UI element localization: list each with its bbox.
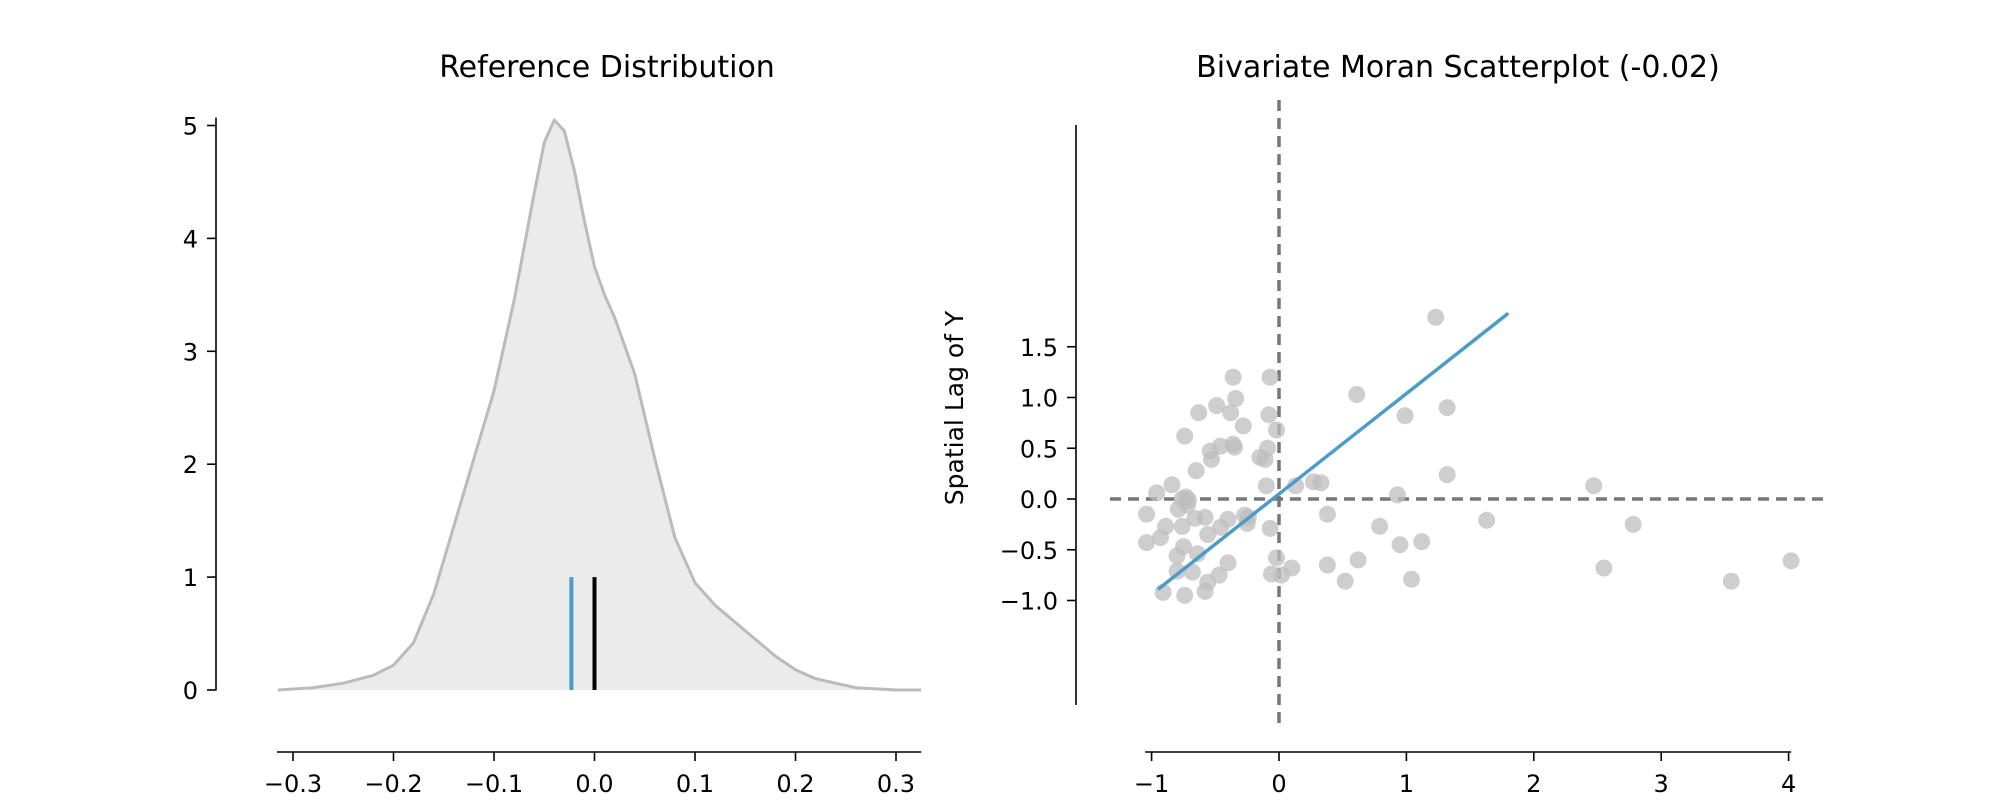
scatter-point	[1199, 526, 1217, 543]
y-tick-label: 1.5	[1020, 334, 1058, 362]
scatter-point	[1427, 308, 1445, 326]
scatter-point	[1203, 450, 1220, 468]
moran-scatterplot-plot-area: −1.0 −0.5 0.0 0.5 1.0 1.5 −1 0 1 2 3 4	[1000, 100, 1825, 798]
x-tick-label: 2	[1526, 770, 1541, 798]
x-tick-label: 4	[1781, 770, 1796, 798]
scatter-point	[1224, 368, 1242, 386]
scatter-point	[1225, 438, 1243, 456]
scatter-point	[1348, 386, 1366, 403]
regression-line	[1156, 311, 1510, 591]
x-tick-label: −1	[1134, 770, 1169, 798]
scatter-point	[1238, 514, 1256, 532]
scatter-point	[1318, 505, 1336, 523]
y-tick-label: 1	[183, 564, 198, 592]
scatter-point	[1227, 390, 1245, 407]
y-tick-label: −0.5	[1000, 537, 1058, 565]
y-tick-label: 2	[183, 451, 198, 479]
scatter-point	[1413, 533, 1431, 551]
y-tick-label: 1.0	[1020, 385, 1058, 413]
scatter-point	[1183, 563, 1201, 581]
scatter-point	[1152, 529, 1169, 547]
scatter-point	[1257, 477, 1275, 495]
scatter-point	[1168, 547, 1186, 565]
density-line	[277, 118, 922, 692]
scatter-point	[1287, 477, 1305, 495]
scatter-point	[1176, 586, 1194, 604]
scatter-point	[1189, 545, 1206, 563]
scatter-point	[1312, 474, 1330, 492]
scatter-point	[1196, 582, 1214, 600]
scatter-point	[1261, 519, 1279, 537]
scatter-point	[1268, 549, 1285, 567]
scatter-point	[1585, 477, 1603, 495]
scatter-point	[1371, 517, 1389, 535]
scatter-point	[1234, 417, 1252, 435]
scatter-point	[1624, 515, 1642, 533]
y-tick-label: 0.5	[1020, 435, 1058, 463]
scatter-point	[1190, 404, 1208, 422]
scatter-point	[1169, 500, 1187, 518]
scatter-point	[1187, 462, 1205, 480]
scatter-point	[1138, 505, 1155, 523]
y-tick-label: 4	[183, 225, 198, 253]
scatter-point	[1163, 476, 1181, 494]
x-tick-label: 1	[1399, 770, 1414, 798]
scatter-point	[1260, 406, 1278, 424]
x-tick-label: −0.1	[465, 770, 523, 798]
scatter-point	[1403, 570, 1420, 588]
moran-scatterplot-chart: Bivariate Moran Scatterplot (-0.02) Spat…	[940, 50, 1825, 798]
scatter-point	[1478, 511, 1496, 529]
scatter-point	[1391, 536, 1409, 554]
scatter-point	[1595, 559, 1613, 577]
scatter-point	[1782, 552, 1800, 570]
x-tick-label: −0.2	[364, 770, 422, 798]
scatter-point	[1273, 566, 1290, 584]
scatter-point	[1186, 509, 1204, 527]
density-area	[277, 119, 922, 690]
scatter-point	[1168, 562, 1186, 580]
reference-distribution-chart: Reference Distribution 0 1 2 3 4 5 −0.3 −0.2 −0.…	[183, 50, 922, 798]
scatter-point	[1211, 518, 1229, 536]
moran-scatterplot-title: Bivariate Moran Scatterplot (-0.02)	[1196, 50, 1720, 85]
scatter-point	[1222, 404, 1240, 422]
scatter-point	[1208, 397, 1226, 415]
moran-scatterplot-ylabel: Spatial Lag of Y	[940, 310, 969, 505]
x-tick-label: 0	[1271, 770, 1286, 798]
scatter-point	[1318, 556, 1336, 574]
scatter-point	[1219, 554, 1237, 572]
scatter-point	[1261, 368, 1279, 386]
scatter-point	[1336, 572, 1354, 590]
y-tick-label: 0	[183, 677, 198, 705]
scatter-point	[1176, 427, 1194, 445]
x-tick-label: −0.3	[264, 770, 322, 798]
reference-distribution-plot-area: 0 1 2 3 4 5 −0.3 −0.2 −0.1 0.0 0.1 0.2 0.3	[183, 113, 922, 798]
y-tick-label: 0.0	[1020, 486, 1058, 514]
scatter-point	[1396, 407, 1414, 425]
scatter-point	[1349, 551, 1367, 569]
reference-distribution-title: Reference Distribution	[439, 50, 775, 85]
scatter-point	[1138, 534, 1155, 552]
scatter-point	[1210, 566, 1228, 584]
x-tick-label: 0.2	[776, 770, 814, 798]
scatter-point	[1173, 517, 1191, 535]
scatter-point	[1438, 466, 1456, 484]
x-tick-label: 0.3	[877, 770, 915, 798]
scatter-point	[1148, 484, 1166, 502]
x-tick-label: 0.1	[676, 770, 714, 798]
y-tick-label: −1.0	[1000, 588, 1058, 616]
scatter-point	[1389, 486, 1406, 504]
x-tick-label: 3	[1654, 770, 1669, 798]
y-tick-label: 5	[183, 113, 198, 141]
scatter-point	[1268, 421, 1285, 439]
y-tick-label: 3	[183, 338, 198, 366]
scatter-point	[1438, 399, 1456, 417]
scatter-point	[1256, 450, 1274, 468]
x-tick-label: 0.0	[575, 770, 613, 798]
scatter-point	[1722, 572, 1740, 590]
